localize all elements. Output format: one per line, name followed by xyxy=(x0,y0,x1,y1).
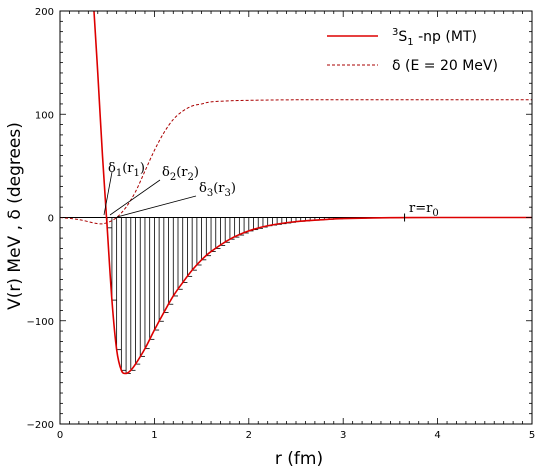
y-tick-label: 0 xyxy=(48,214,54,225)
legend-label-phase: δ (E = 20 MeV) xyxy=(392,58,498,74)
y-tick-labels: −200 −100 0 100 200 xyxy=(27,7,54,431)
y-tick-label: −100 xyxy=(27,317,54,328)
phase-shift-curve xyxy=(59,99,532,225)
x-tick-label: 0 xyxy=(57,430,63,441)
annotations: δ1(r1) δ2(r2) δ3(r3) r=r0 xyxy=(103,161,439,222)
annot-delta3: δ3(r3) xyxy=(199,181,236,199)
annot-r0: r=r0 xyxy=(409,201,439,219)
x-tick-label: 2 xyxy=(246,430,252,441)
potential-curve xyxy=(93,10,532,375)
x-tick-label: 1 xyxy=(151,430,157,441)
x-tick-label: 3 xyxy=(340,430,346,441)
legend-sub: 1 xyxy=(407,37,413,48)
y-axis-title: V(r) MeV , δ (degrees) xyxy=(5,122,25,310)
legend-rest: -np (MT) xyxy=(414,29,477,45)
x-tick-label: 4 xyxy=(434,430,440,441)
legend: 3S1 -np (MT) δ (E = 20 MeV) xyxy=(327,27,498,74)
y-tick-label: −200 xyxy=(27,420,54,431)
annot-arrow-1 xyxy=(103,171,113,216)
legend-main: S xyxy=(398,29,407,45)
y-tick-label: 100 xyxy=(35,110,54,121)
annot-delta1: δ1(r1) xyxy=(108,161,145,179)
annot-delta2: δ2(r2) xyxy=(162,165,199,183)
legend-sup: 3 xyxy=(392,27,398,38)
legend-label-potential: 3S1 -np (MT) xyxy=(392,27,477,48)
x-axis-title: r (fm) xyxy=(275,449,323,469)
annot-arrow-3 xyxy=(116,195,197,218)
x-tick-labels: 0 1 2 3 4 5 xyxy=(57,430,535,441)
axis-ticks xyxy=(59,10,533,425)
annot-arrow-2 xyxy=(109,179,161,216)
y-tick-label: 200 xyxy=(35,7,54,18)
x-tick-label: 5 xyxy=(529,430,535,441)
